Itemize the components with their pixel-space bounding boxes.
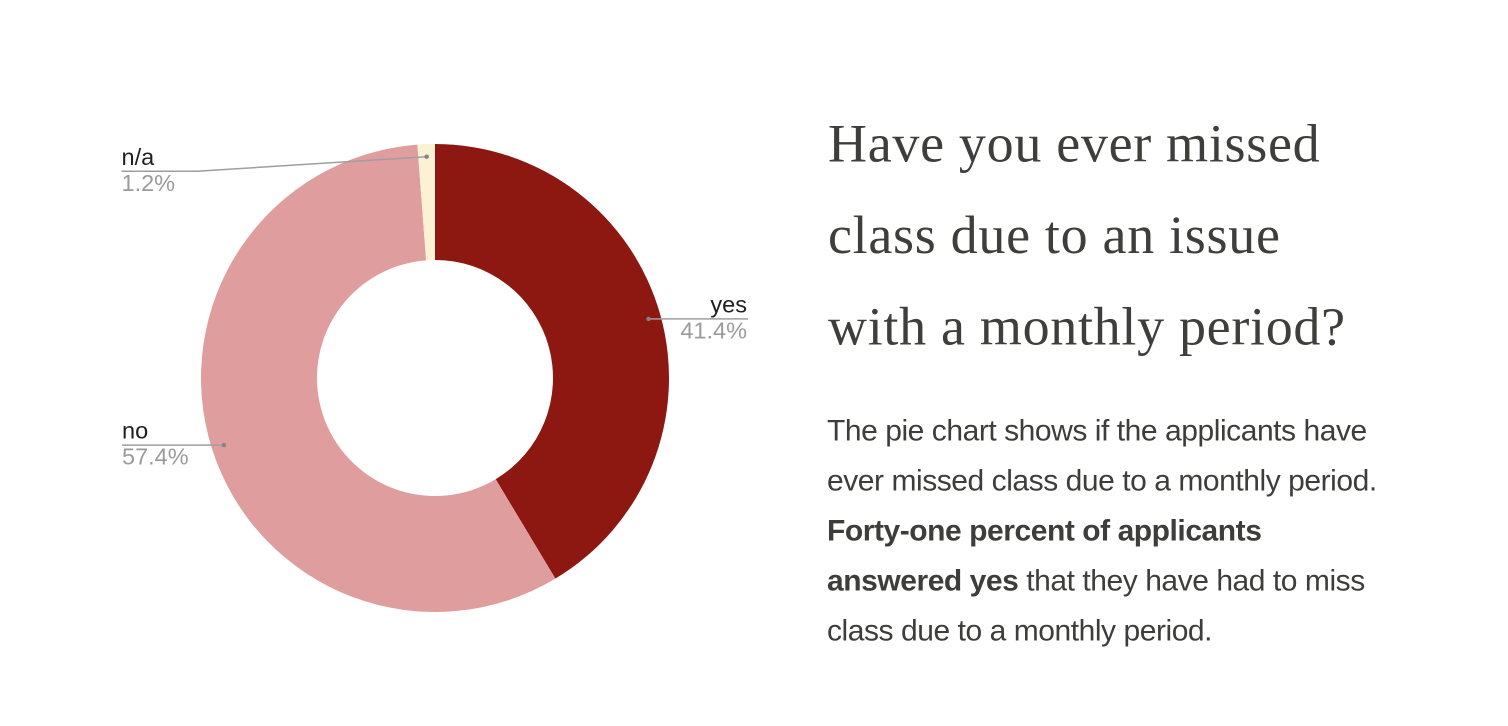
svg-text:with a monthly period?: with a monthly period? [828,297,1346,357]
svg-text:Have you ever missed: Have you ever missed [828,114,1320,174]
svg-text:1.2%: 1.2% [122,170,176,196]
svg-text:yes: yes [710,292,747,318]
svg-text:no: no [122,418,148,444]
svg-text:n/a: n/a [122,144,156,170]
svg-text:class due to a monthly period.: class due to a monthly period. [827,615,1212,648]
svg-text:57.4%: 57.4% [122,444,189,470]
svg-text:The pie chart shows if the app: The pie chart shows if the applicants ha… [827,415,1367,448]
svg-text:ever missed class due to a mon: ever missed class due to a monthly perio… [827,465,1377,498]
svg-text:Forty-one percent of applicant: Forty-one percent of applicants [827,515,1261,548]
svg-text:answered yes that they have ha: answered yes that they have had to miss [827,565,1365,598]
svg-text:class due to an issue: class due to an issue [828,205,1281,265]
svg-text:41.4%: 41.4% [680,318,747,344]
